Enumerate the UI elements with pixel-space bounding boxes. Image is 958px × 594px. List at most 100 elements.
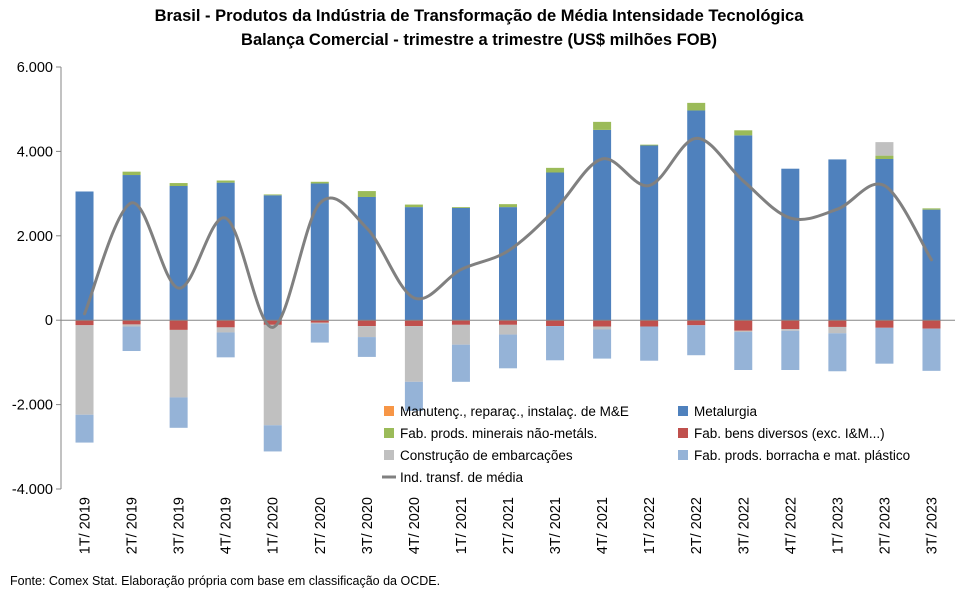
- bar-fab-prods-borracha-e-mat-plastico: [169, 397, 188, 428]
- y-tick-label: 6.000: [17, 60, 53, 76]
- bar-fab-bens-diversos-exc-i-m: [75, 320, 94, 326]
- x-tick-label: 1T/ 2022: [642, 497, 658, 554]
- x-tick-label: 4T/ 2019: [219, 497, 235, 554]
- bar-construcao-de-embarcacoes: [734, 330, 753, 333]
- bar-fab-prods-borracha-e-mat-plastico: [404, 381, 423, 411]
- bar-fab-prods-minerais-nao-metals: [357, 191, 376, 197]
- legend-label-metalurgia: Metalurgia: [694, 404, 758, 419]
- legend-swatch-fab-prods-minerais-nao-metals: [384, 428, 394, 438]
- x-tick-label: 1T/ 2023: [830, 497, 846, 554]
- bar-fab-bens-diversos-exc-i-m: [828, 320, 847, 327]
- bar-fab-prods-minerais-nao-metals: [546, 167, 565, 173]
- bar-fab-prods-minerais-nao-metals: [499, 204, 517, 208]
- bar-fab-prods-minerais-nao-metals: [451, 207, 470, 208]
- bar-fab-prods-minerais-nao-metals: [216, 180, 235, 183]
- bar-fab-prods-borracha-e-mat-plastico: [593, 329, 612, 359]
- bar-metalurgia: [640, 145, 659, 321]
- x-tick-label: 1T/ 2020: [266, 497, 282, 554]
- legend-label-ind-transf-de-media: Ind. transf. de média: [400, 470, 524, 485]
- x-tick-label: 4T/ 2020: [407, 497, 423, 554]
- x-tick-label: 4T/ 2021: [595, 497, 611, 554]
- bar-fab-bens-diversos-exc-i-m: [875, 320, 894, 328]
- chart-title-line-1: Brasil - Produtos da Indústria de Transf…: [154, 7, 804, 25]
- bar-fab-bens-diversos-exc-i-m: [781, 320, 800, 330]
- bar-fab-prods-borracha-e-mat-plastico: [263, 425, 282, 452]
- bar-fab-bens-diversos-exc-i-m: [922, 320, 941, 329]
- bar-fab-prods-borracha-e-mat-plastico: [310, 323, 329, 343]
- bar-metalurgia: [169, 186, 188, 321]
- bar-fab-bens-diversos-exc-i-m: [451, 320, 470, 325]
- bar-fab-prods-minerais-nao-metals: [263, 194, 282, 196]
- bar-fab-bens-diversos-exc-i-m: [169, 320, 188, 330]
- bar-metalurgia: [593, 129, 612, 321]
- legend-swatch-manutenc-reparac-instalac-de-m-e: [384, 406, 394, 416]
- bar-fab-prods-minerais-nao-metals: [404, 204, 423, 208]
- bar-fab-prods-minerais-nao-metals: [169, 183, 188, 187]
- bar-fab-prods-minerais-nao-metals: [310, 181, 329, 184]
- x-tick-label: 2T/ 2023: [877, 497, 893, 554]
- bar-fab-prods-borracha-e-mat-plastico: [922, 328, 941, 371]
- bar-fab-prods-borracha-e-mat-plastico: [687, 325, 706, 356]
- bar-construcao-de-embarcacoes: [357, 326, 376, 338]
- bar-fab-bens-diversos-exc-i-m: [404, 320, 423, 327]
- bar-fab-bens-diversos-exc-i-m: [593, 320, 612, 327]
- bar-fab-prods-borracha-e-mat-plastico: [734, 332, 753, 370]
- bar-fab-bens-diversos-exc-i-m: [640, 320, 659, 327]
- x-tick-label: 2T/ 2021: [501, 497, 517, 554]
- bar-metalurgia: [828, 159, 847, 321]
- bar-metalurgia: [781, 168, 800, 321]
- bar-fab-prods-borracha-e-mat-plastico: [75, 414, 94, 443]
- bar-construcao-de-embarcacoes: [263, 324, 282, 426]
- x-tick-label: 3T/ 2020: [360, 497, 376, 554]
- bar-fab-bens-diversos-exc-i-m: [357, 320, 376, 327]
- line-ind-transf-de-media: [83, 136, 933, 329]
- bar-metalurgia: [263, 195, 282, 321]
- bar-metalurgia: [404, 207, 423, 321]
- legend-swatch-fab-bens-diversos-exc-i-m: [678, 428, 688, 438]
- bar-fab-prods-minerais-nao-metals: [122, 171, 141, 176]
- bar-fab-prods-borracha-e-mat-plastico: [781, 330, 800, 370]
- bar-construcao-de-embarcacoes: [404, 326, 423, 382]
- bar-fab-prods-minerais-nao-metals: [922, 208, 941, 210]
- bar-fab-bens-diversos-exc-i-m: [499, 320, 517, 325]
- bar-fab-prods-minerais-nao-metals: [640, 144, 659, 146]
- bar-metalurgia: [216, 182, 235, 321]
- bar-construcao-de-embarcacoes: [781, 329, 800, 331]
- x-tick-label: 3T/ 2021: [548, 497, 564, 554]
- bar-fab-bens-diversos-exc-i-m: [216, 320, 235, 328]
- y-tick-label: 0: [45, 313, 53, 329]
- bar-metalurgia: [451, 207, 470, 321]
- bar-construcao-de-embarcacoes: [310, 322, 329, 324]
- x-tick-label: 3T/ 2023: [924, 497, 940, 554]
- y-tick-label: 2.000: [17, 229, 53, 245]
- x-tick-label: 3T/ 2019: [172, 497, 188, 554]
- bar-construcao-de-embarcacoes: [75, 325, 94, 415]
- legend-swatch-fab-prods-borracha-e-mat-plastico: [678, 450, 688, 460]
- y-tick-label: -2.000: [12, 398, 53, 414]
- bar-fab-prods-borracha-e-mat-plastico: [640, 326, 659, 361]
- bar-fab-bens-diversos-exc-i-m: [263, 320, 282, 325]
- bar-metalurgia: [310, 183, 329, 321]
- bar-construcao-de-embarcacoes: [216, 327, 235, 333]
- bar-metalurgia: [687, 110, 706, 321]
- bar-metalurgia: [546, 172, 565, 321]
- bar-construcao-de-embarcacoes: [593, 326, 612, 330]
- bar-construcao-de-embarcacoes: [499, 324, 517, 335]
- bar-fab-bens-diversos-exc-i-m: [734, 320, 753, 331]
- legend-swatch-construcao-de-embarcacoes: [384, 450, 394, 460]
- bar-fab-bens-diversos-exc-i-m: [310, 320, 329, 323]
- bar-construcao-de-embarcacoes: [169, 329, 188, 398]
- bar-fab-prods-borracha-e-mat-plastico: [357, 337, 376, 357]
- x-tick-label: 3T/ 2022: [736, 497, 752, 554]
- bar-fab-prods-minerais-nao-metals: [687, 102, 706, 111]
- source-note: Fonte: Comex Stat. Elaboração própria co…: [10, 574, 441, 588]
- bar-metalurgia: [734, 135, 753, 321]
- legend-label-manutenc-reparac-instalac-de-m-e: Manutenç., reparaç., instalaç. de M&E: [400, 404, 629, 419]
- bar-construcao-de-embarcacoes: [122, 324, 141, 327]
- x-tick-label: 1T/ 2019: [78, 497, 94, 554]
- bar-fab-prods-borracha-e-mat-plastico: [546, 326, 565, 361]
- bar-metalurgia: [122, 175, 141, 321]
- x-tick-label: 2T/ 2019: [125, 497, 141, 554]
- bar-fab-prods-borracha-e-mat-plastico: [828, 333, 847, 372]
